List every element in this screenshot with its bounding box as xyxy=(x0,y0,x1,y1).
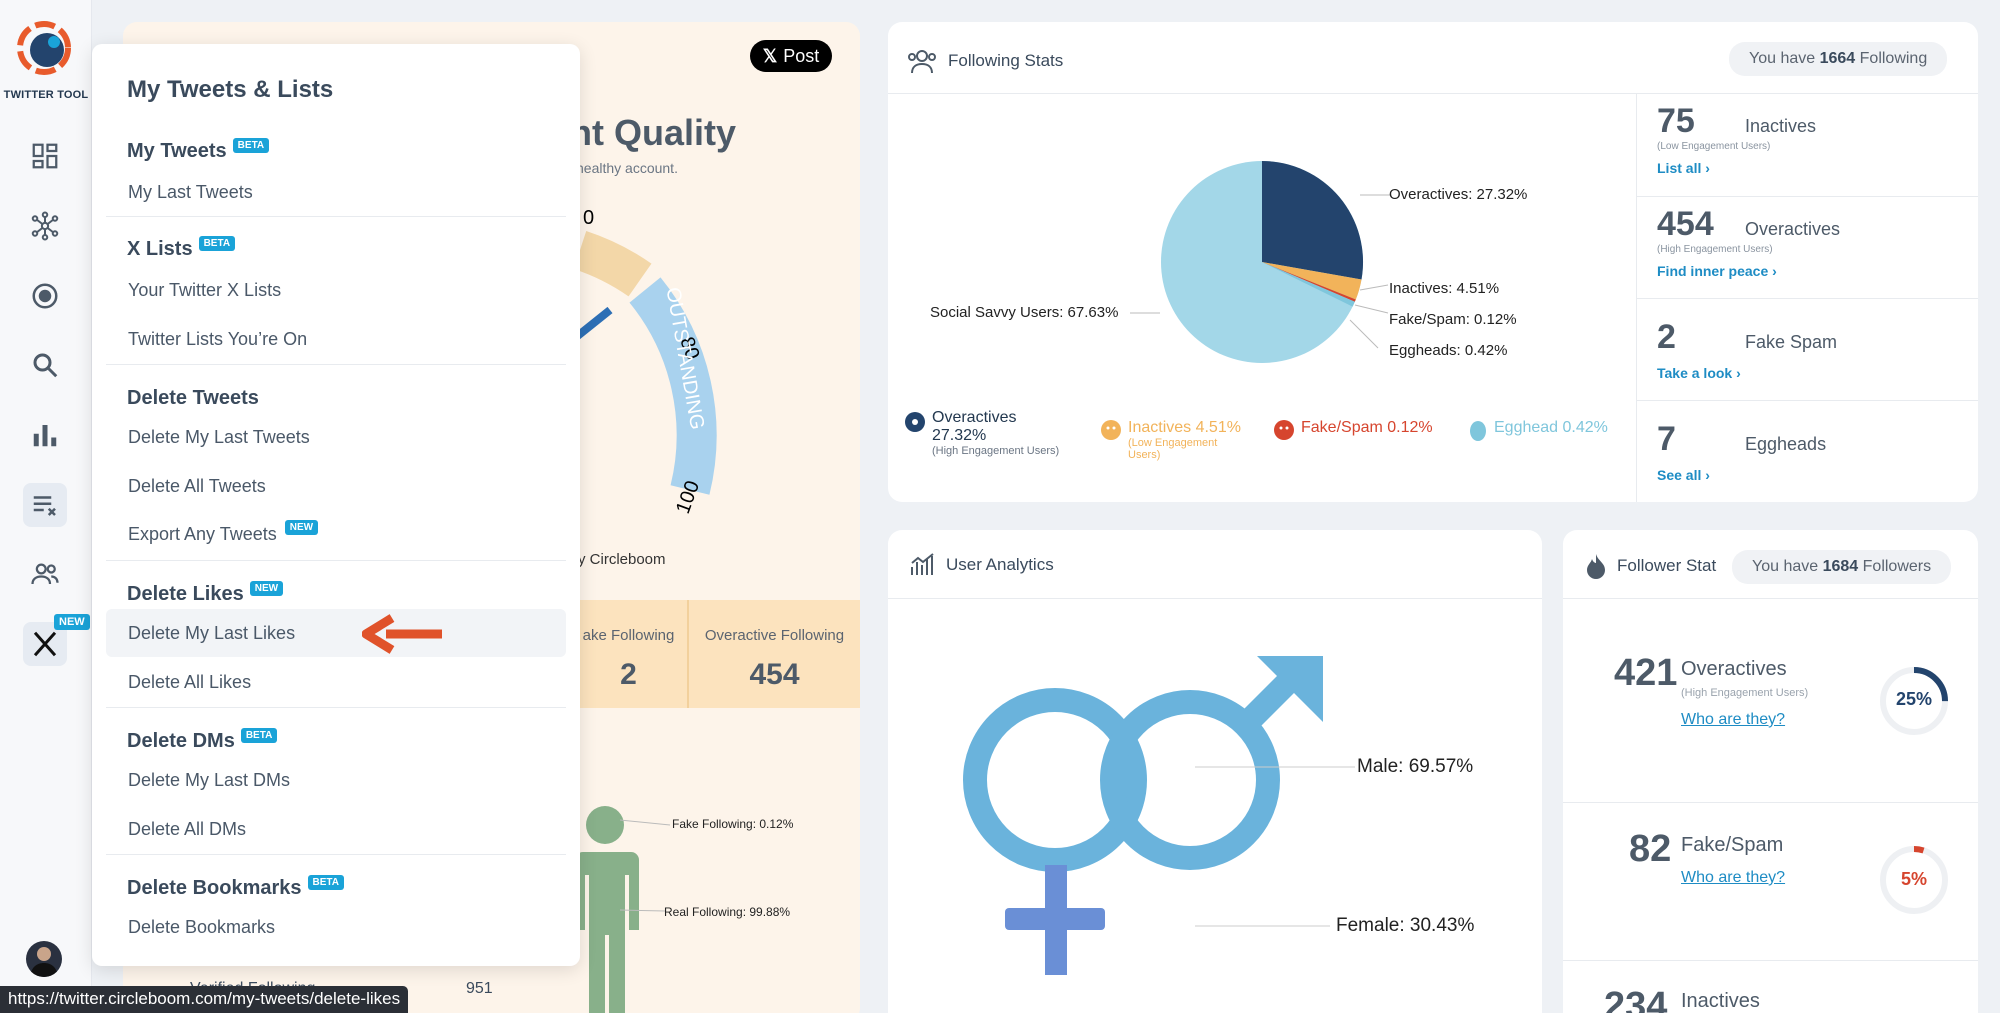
fig-fake-label: Fake Following: 0.12% xyxy=(672,817,794,831)
egg-icon xyxy=(1470,421,1486,441)
verified-following-value: 951 xyxy=(466,980,493,997)
analytics-icon xyxy=(911,553,934,575)
who-are-they-link[interactable]: Who are they? xyxy=(1681,711,1786,728)
stat-fake-spam: 2 Fake Spam Take a look › xyxy=(1657,318,1957,381)
follower-stats-title: Follower Stat xyxy=(1585,553,1716,579)
menu-title: My Tweets & Lists xyxy=(127,76,334,103)
legend-overactives: Overactives 27.32% (High Engagement Users) xyxy=(904,409,1059,457)
users-group-icon xyxy=(908,50,936,74)
status-bar-url: https://twitter.circleboom.com/my-tweets… xyxy=(0,986,409,1013)
section-my-tweets: My Tweets BETA xyxy=(127,138,270,163)
pie-label-overactives: Overactives: 27.32% xyxy=(1389,186,1528,203)
female-label: Female: 30.43% xyxy=(1336,915,1475,936)
stat-eggheads: 7 Eggheads See all › xyxy=(1657,420,1957,483)
menu-item-delete-last-dms[interactable]: Delete My Last DMs xyxy=(128,769,291,790)
who-are-they-link-2[interactable]: Who are they? xyxy=(1681,869,1786,886)
quality-subtitle: healthy account. xyxy=(576,160,678,176)
gender-symbols xyxy=(963,656,1323,975)
legend-fake: Fake/Spam 0.12% xyxy=(1273,419,1433,441)
see-all-link[interactable]: See all › xyxy=(1657,467,1710,483)
sad-face-icon xyxy=(1101,420,1121,440)
playlist-remove-icon[interactable] xyxy=(23,483,67,527)
overactives-pct: 25% xyxy=(1895,689,1933,709)
take-a-look-link[interactable]: Take a look › xyxy=(1657,365,1741,381)
avatar[interactable] xyxy=(26,941,62,977)
menu-item-delete-all-dms[interactable]: Delete All DMs xyxy=(128,818,247,839)
logo-text: TWITTER TOOL xyxy=(3,89,89,101)
users-icon[interactable] xyxy=(23,552,67,596)
pie-slice-overactives xyxy=(1262,161,1364,280)
menu-item-delete-all-tweets[interactable]: Delete All Tweets xyxy=(128,475,266,496)
following-pie-chart xyxy=(1161,161,1364,363)
stat-overactives: 454 Overactives (High Engagement Users) F… xyxy=(1657,205,1957,279)
following-stats-card xyxy=(888,22,1978,502)
list-all-link[interactable]: List all › xyxy=(1657,160,1710,176)
user-analytics-card xyxy=(888,530,1542,1013)
pie-slice-fake xyxy=(1262,262,1356,302)
followers-count-pill: You have 1684 Followers xyxy=(1732,550,1952,584)
x-logo-icon: 𝕏 xyxy=(762,45,778,66)
fig-real-label: Real Following: 99.88% xyxy=(664,905,791,919)
pie-label-inactives: Inactives: 4.51% xyxy=(1389,280,1500,297)
network-icon[interactable] xyxy=(23,204,67,248)
menu-item-your-x-lists[interactable]: Your Twitter X Lists xyxy=(128,279,282,300)
angry-face-icon xyxy=(1274,420,1294,440)
pie-slice-egghead xyxy=(1262,262,1355,307)
male-label: Male: 69.57% xyxy=(1357,756,1474,777)
my-tweets-lists-menu: My Tweets & Lists My Tweets BETA My Last … xyxy=(92,44,580,966)
follower-stats-card xyxy=(1563,530,1978,1013)
search-icon[interactable] xyxy=(23,343,67,387)
following-count-pill: You have 1664 Following xyxy=(1729,42,1948,76)
legend-inactives: Inactives 4.51% (Low Engagement Users) xyxy=(1100,419,1248,461)
menu-item-lists-youre-on[interactable]: Twitter Lists You’re On xyxy=(128,328,308,349)
menu-item-delete-all-likes[interactable]: Delete All Likes xyxy=(128,671,252,692)
x-post-button[interactable]: 𝕏 Post xyxy=(750,40,832,72)
overactive-following-cell: Overactive Following 454 xyxy=(704,627,845,691)
pie-slice-inactives xyxy=(1262,262,1362,300)
section-x-lists: X Lists BETA xyxy=(127,236,236,261)
x-new-badge: NEW xyxy=(54,614,90,630)
pie-label-fake: Fake/Spam: 0.12% xyxy=(1389,311,1517,328)
fire-icon xyxy=(1587,554,1605,579)
pie-label-eggheads: Eggheads: 0.42% xyxy=(1389,342,1508,359)
menu-item-delete-last-likes[interactable]: Delete My Last Likes xyxy=(106,609,566,657)
menu-item-delete-bookmarks[interactable]: Delete Bookmarks xyxy=(128,916,276,937)
user-analytics-title: User Analytics xyxy=(910,553,1054,577)
fake-progress-ring xyxy=(1880,846,1948,914)
quality-title: nt Quality xyxy=(570,112,737,153)
circleboom-logo[interactable] xyxy=(16,20,72,76)
arrow-left-icon xyxy=(362,614,442,654)
person-figure xyxy=(575,806,639,1013)
section-delete-bookmarks: Delete Bookmarks BETA xyxy=(127,875,345,900)
sidebar: TWITTER TOOL NEW xyxy=(0,0,92,1013)
by-circleboom-label: y Circleboom xyxy=(578,551,666,568)
menu-item-my-last-tweets[interactable]: My Last Tweets xyxy=(128,181,253,202)
quality-stat-row: ake Following 2 Overactive Following 454 xyxy=(570,600,860,708)
section-delete-dms: Delete DMs BETA xyxy=(127,728,278,753)
find-inner-peace-link[interactable]: Find inner peace › xyxy=(1657,263,1777,279)
legend-egghead: Egghead 0.42% xyxy=(1468,419,1608,441)
bar-chart-icon[interactable] xyxy=(23,413,67,457)
section-delete-likes: Delete Likes NEW xyxy=(127,581,284,606)
overactives-progress-ring xyxy=(1880,667,1948,735)
fake-following-cell: ake Following 2 xyxy=(582,627,675,691)
section-delete-tweets: Delete Tweets xyxy=(127,387,259,409)
following-stats-title: Following Stats xyxy=(906,47,1063,75)
menu-item-export-tweets[interactable]: Export Any Tweets NEW xyxy=(106,510,566,558)
overactive-icon xyxy=(905,412,925,432)
fake-pct: 5% xyxy=(1900,869,1927,889)
target-icon[interactable] xyxy=(23,274,67,318)
menu-item-delete-last-tweets[interactable]: Delete My Last Tweets xyxy=(128,426,310,447)
gauge-tick-0: 0 xyxy=(583,207,594,229)
dashboard-icon[interactable] xyxy=(23,134,67,178)
stat-inactives: 75 Inactives (Low Engagement Users) List … xyxy=(1657,102,1957,176)
pie-label-savvy: Social Savvy Users: 67.63% xyxy=(930,304,1119,321)
